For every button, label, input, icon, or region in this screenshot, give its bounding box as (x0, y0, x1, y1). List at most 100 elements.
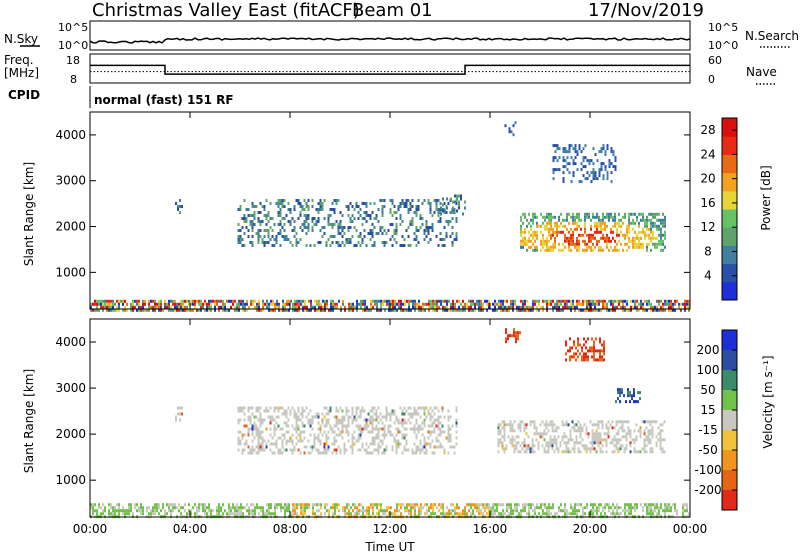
heatmap-cell (585, 450, 588, 454)
heatmap-cell (148, 506, 150, 510)
heatmap-cell (154, 308, 156, 312)
heatmap-cell (307, 214, 310, 217)
heatmap-cell (662, 308, 664, 312)
heatmap-cell (434, 299, 436, 303)
heatmap-cell (134, 506, 136, 510)
heatmap-cell (593, 355, 595, 359)
heatmap-cell (601, 349, 603, 353)
heatmap-cell (265, 199, 268, 202)
heatmap-cell (573, 447, 576, 451)
freq-panel (89, 53, 691, 84)
heatmap-cell (512, 308, 514, 312)
heatmap-cell (323, 226, 326, 229)
heatmap-cell (415, 418, 418, 422)
heatmap-cell (556, 221, 558, 225)
heatmap-cell (528, 236, 530, 240)
heatmap-cell (307, 217, 310, 220)
heatmap-cell (502, 302, 504, 306)
heatmap-cell (230, 512, 232, 516)
heatmap-cell (333, 448, 336, 452)
heatmap-cell (625, 400, 627, 404)
heatmap-cell (418, 308, 420, 312)
heatmap-cell (287, 418, 290, 422)
heatmap-cell (615, 444, 618, 448)
heatmap-cell (450, 509, 452, 513)
heatmap-cell (337, 232, 340, 235)
heatmap-cell (523, 438, 526, 442)
heatmap-cell (628, 218, 630, 222)
heatmap-cell (413, 238, 416, 241)
heatmap-cell (437, 418, 440, 422)
heatmap-cell (548, 509, 550, 513)
heatmap-cell (532, 215, 534, 219)
heatmap-cell (594, 221, 596, 225)
heatmap-cell (598, 308, 600, 312)
heatmap-cell (238, 506, 240, 510)
heatmap-cell (592, 162, 595, 166)
heatmap-cell (324, 503, 326, 507)
heatmap-cell (441, 445, 444, 449)
colorbar-segment (722, 118, 737, 137)
heatmap-cell (550, 227, 552, 231)
heatmap-cell (396, 509, 398, 513)
heatmap-cell (580, 168, 583, 172)
heatmap-cell (363, 427, 366, 431)
heatmap-cell (188, 302, 190, 306)
heatmap-cell (478, 512, 480, 516)
heatmap-cell (361, 445, 364, 449)
heatmap-cell (670, 302, 672, 306)
heatmap-cell (253, 214, 256, 217)
heatmap-cell (196, 506, 198, 510)
heatmap-cell (243, 442, 246, 446)
heatmap-cell (307, 199, 310, 202)
heatmap-cell (249, 220, 252, 223)
heatmap-cell (580, 162, 583, 166)
heatmap-cell (406, 503, 408, 507)
heatmap-cell (415, 226, 418, 229)
heatmap-cell (339, 451, 342, 455)
heatmap-cell (531, 420, 534, 424)
heatmap-cell (450, 197, 452, 201)
heatmap-cell (287, 424, 290, 428)
heatmap-cell (490, 512, 492, 516)
heatmap-cell (124, 305, 126, 309)
heatmap-cell (284, 305, 286, 309)
heatmap-cell (348, 302, 350, 306)
heatmap-cell (578, 218, 580, 222)
heatmap-cell (282, 506, 284, 510)
heatmap-cell (431, 439, 434, 443)
heatmap-cell (551, 447, 554, 451)
heatmap-cell (409, 406, 412, 410)
heatmap-cell (512, 302, 514, 306)
heatmap-cell (222, 299, 224, 303)
heatmap-cell (112, 302, 114, 306)
heatmap-cell (425, 235, 428, 238)
heatmap-cell (560, 212, 562, 216)
heatmap-cell (348, 509, 350, 513)
heatmap-cell (428, 506, 430, 510)
heatmap-cell (662, 233, 664, 237)
heatmap-cell (377, 433, 380, 437)
heatmap-cell (234, 506, 236, 510)
heatmap-cell (363, 211, 366, 214)
heatmap-cell (332, 512, 334, 516)
heatmap-cell (130, 506, 132, 510)
heatmap-cell (319, 442, 322, 446)
heatmap-cell (256, 308, 258, 312)
heatmap-cell (261, 241, 264, 244)
heatmap-cell (488, 503, 490, 507)
heatmap-cell (318, 305, 320, 309)
heatmap-cell (614, 224, 616, 228)
heatmap-cell (164, 305, 166, 309)
heatmap-cell (570, 299, 572, 303)
heatmap-cell (224, 509, 226, 513)
heatmap-cell (476, 509, 478, 513)
heatmap-cell (614, 239, 616, 243)
heatmap-cell (538, 302, 540, 306)
heatmap-cell (576, 299, 578, 303)
heatmap-cell (650, 509, 652, 513)
heatmap-cell (546, 248, 548, 252)
heatmap-cell (616, 512, 618, 516)
heatmap-cell (533, 444, 536, 448)
heatmap-cell (359, 430, 362, 434)
